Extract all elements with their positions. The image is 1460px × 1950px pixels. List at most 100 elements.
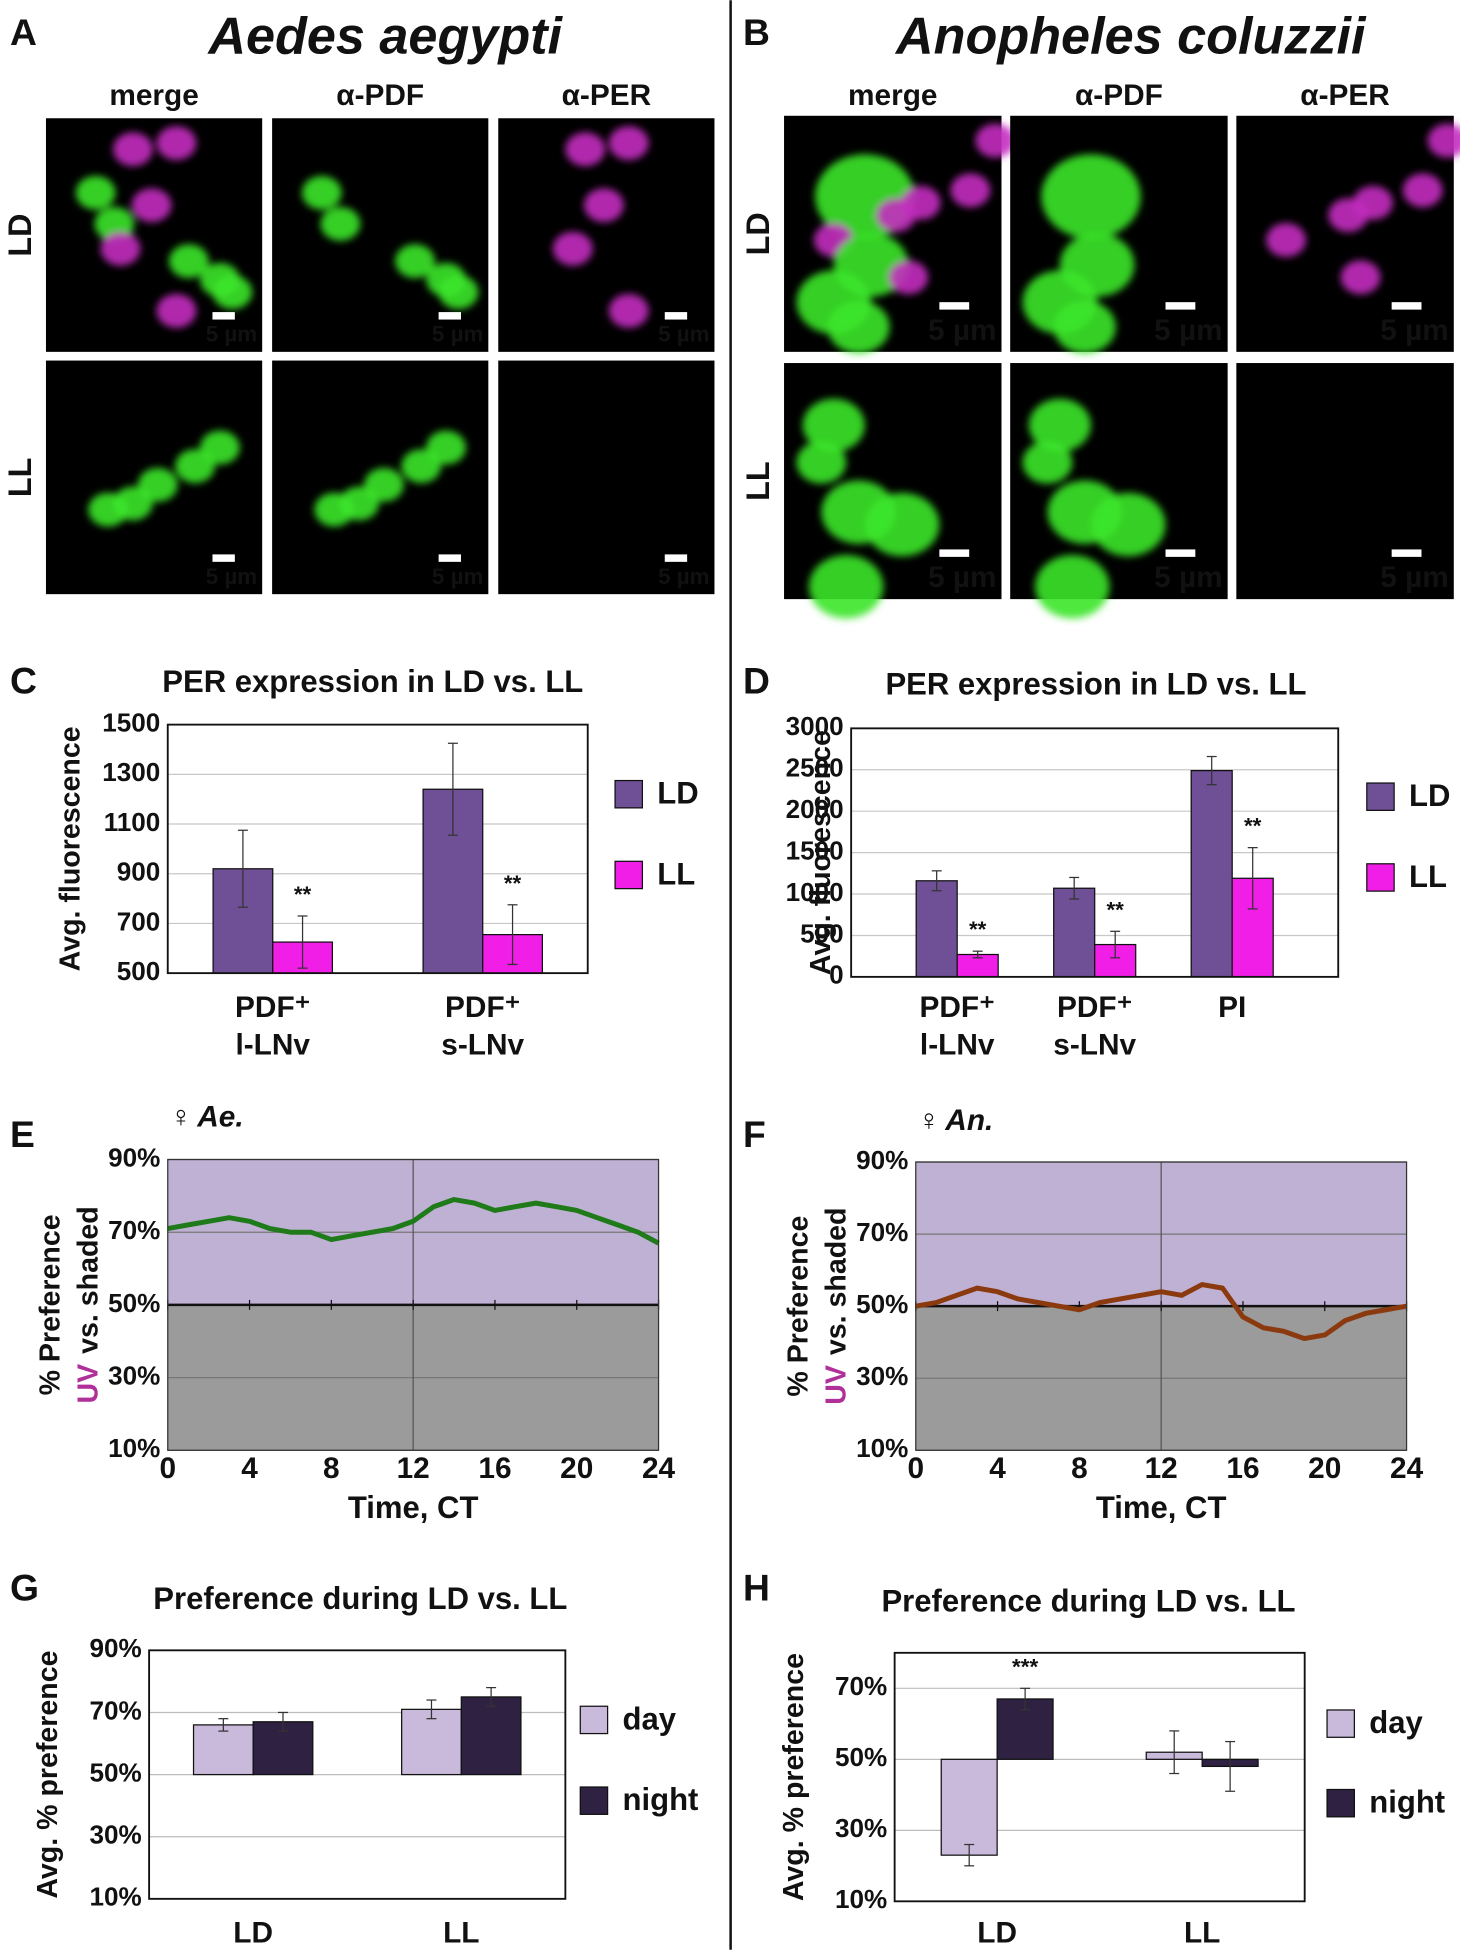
bar — [915, 880, 958, 978]
y-tick-label: 500 — [117, 956, 161, 986]
panel-letter: A — [10, 11, 37, 53]
legend-label: LL — [1409, 859, 1447, 894]
cells — [314, 430, 466, 527]
y-axis-label: Avg. fluorescence — [805, 730, 837, 975]
cells — [1022, 398, 1166, 619]
x-tick-label: PI — [1218, 991, 1246, 1024]
scale-bar — [664, 554, 688, 562]
x-tick-label: 8 — [1071, 1452, 1088, 1485]
legend-label: LD — [1409, 778, 1450, 813]
cell — [320, 206, 361, 241]
cell — [1028, 398, 1091, 452]
cell — [1035, 555, 1110, 619]
row-label: LL — [2, 458, 38, 497]
scale-bar-label: 5 µm — [928, 314, 997, 347]
bar — [192, 1724, 254, 1776]
cell — [113, 486, 153, 521]
column-label: α-PDF — [336, 79, 424, 112]
y-axis-label-rest: vs. shaded — [72, 1206, 104, 1354]
y-axis-label: Avg. % preference — [778, 1653, 810, 1901]
y-tick-label: 30% — [856, 1361, 908, 1391]
scale-bar — [1391, 302, 1422, 310]
cell — [900, 185, 941, 220]
bar — [460, 1696, 522, 1776]
cell — [796, 441, 847, 484]
bar — [1190, 769, 1233, 978]
x-tick-label: LL — [443, 1917, 479, 1950]
y-tick-label: 10% — [835, 1884, 887, 1914]
cell — [156, 293, 197, 328]
x-tick-label: PDF⁺ — [445, 991, 520, 1024]
x-tick-label: 8 — [323, 1452, 340, 1485]
cell — [1022, 441, 1073, 484]
y-tick-label: 2500 — [786, 753, 844, 783]
cell — [113, 132, 153, 167]
scale-bar-label: 5 µm — [1154, 314, 1223, 347]
cell — [1353, 185, 1393, 220]
legend-label: day — [1369, 1705, 1423, 1740]
x-axis-label: Time, CT — [348, 1490, 479, 1525]
scale-bar — [1391, 549, 1422, 557]
x-tick-label: LD — [977, 1917, 1017, 1950]
chart-title: PER expression in LD vs. LL — [885, 666, 1306, 701]
panel-letter: H — [743, 1567, 770, 1609]
y-tick-label: 30% — [108, 1360, 160, 1390]
scale-bar — [1165, 549, 1196, 557]
panel-letter: F — [743, 1113, 766, 1155]
x-tick-label: 12 — [397, 1452, 430, 1485]
scale-bar-label: 5 µm — [432, 564, 483, 589]
cell — [100, 231, 141, 266]
column-label: merge — [109, 79, 198, 112]
y-axis-label: Avg. % preference — [32, 1650, 64, 1898]
x-tick-label: 4 — [989, 1452, 1006, 1485]
cell — [75, 175, 116, 210]
cell — [802, 398, 865, 452]
column-label: α-PER — [562, 79, 652, 112]
y-tick-label: 2000 — [786, 794, 844, 824]
cells — [1266, 123, 1460, 295]
plot-frame — [850, 727, 1340, 978]
scale-bar-label: 5 µm — [1154, 561, 1223, 594]
cell — [1402, 173, 1443, 208]
scale-bar — [438, 554, 461, 562]
legend-swatch — [579, 1786, 609, 1815]
cell — [1340, 260, 1381, 295]
y-tick-label: 10% — [108, 1433, 160, 1463]
y-axis-label-rest: vs. shaded — [820, 1208, 852, 1356]
legend-label: day — [623, 1701, 677, 1736]
legend-label: night — [623, 1782, 699, 1817]
scale-bar-label: 5 µm — [206, 322, 257, 347]
row-label: LD — [2, 214, 38, 257]
x-tick-label: 0 — [159, 1452, 176, 1485]
cell — [975, 123, 1016, 158]
cell — [864, 492, 940, 557]
x-tick-label: 24 — [1390, 1452, 1424, 1485]
row-label: LL — [740, 461, 776, 500]
cell — [1053, 300, 1116, 354]
y-tick-label: 90% — [856, 1145, 908, 1175]
cell — [552, 231, 593, 266]
cell — [426, 430, 466, 465]
legend-swatch — [614, 860, 644, 890]
y-tick-label: 1500 — [786, 835, 844, 865]
scale-bar — [438, 312, 461, 320]
y-tick-label: 50% — [108, 1288, 160, 1318]
x-tick-label: 16 — [1226, 1452, 1259, 1485]
y-tick-label: 50% — [856, 1289, 908, 1319]
legend-swatch — [1366, 863, 1395, 892]
y-tick-label: 900 — [117, 857, 161, 887]
annotation: ♀ An. — [916, 1104, 994, 1137]
cell — [565, 132, 606, 167]
x-tick-label: s-LNv — [1053, 1028, 1136, 1061]
x-tick-label: 24 — [642, 1452, 676, 1485]
cell — [339, 486, 379, 521]
row-label: LD — [740, 212, 776, 255]
cell — [131, 188, 172, 223]
species-title: Anopheles coluzzii — [894, 8, 1367, 66]
legend-swatch — [579, 1705, 609, 1735]
cell — [608, 126, 649, 161]
cells — [552, 126, 649, 328]
bar — [940, 1758, 998, 1856]
y-tick-label: 10% — [856, 1433, 908, 1463]
y-tick-label: 50% — [835, 1742, 887, 1772]
